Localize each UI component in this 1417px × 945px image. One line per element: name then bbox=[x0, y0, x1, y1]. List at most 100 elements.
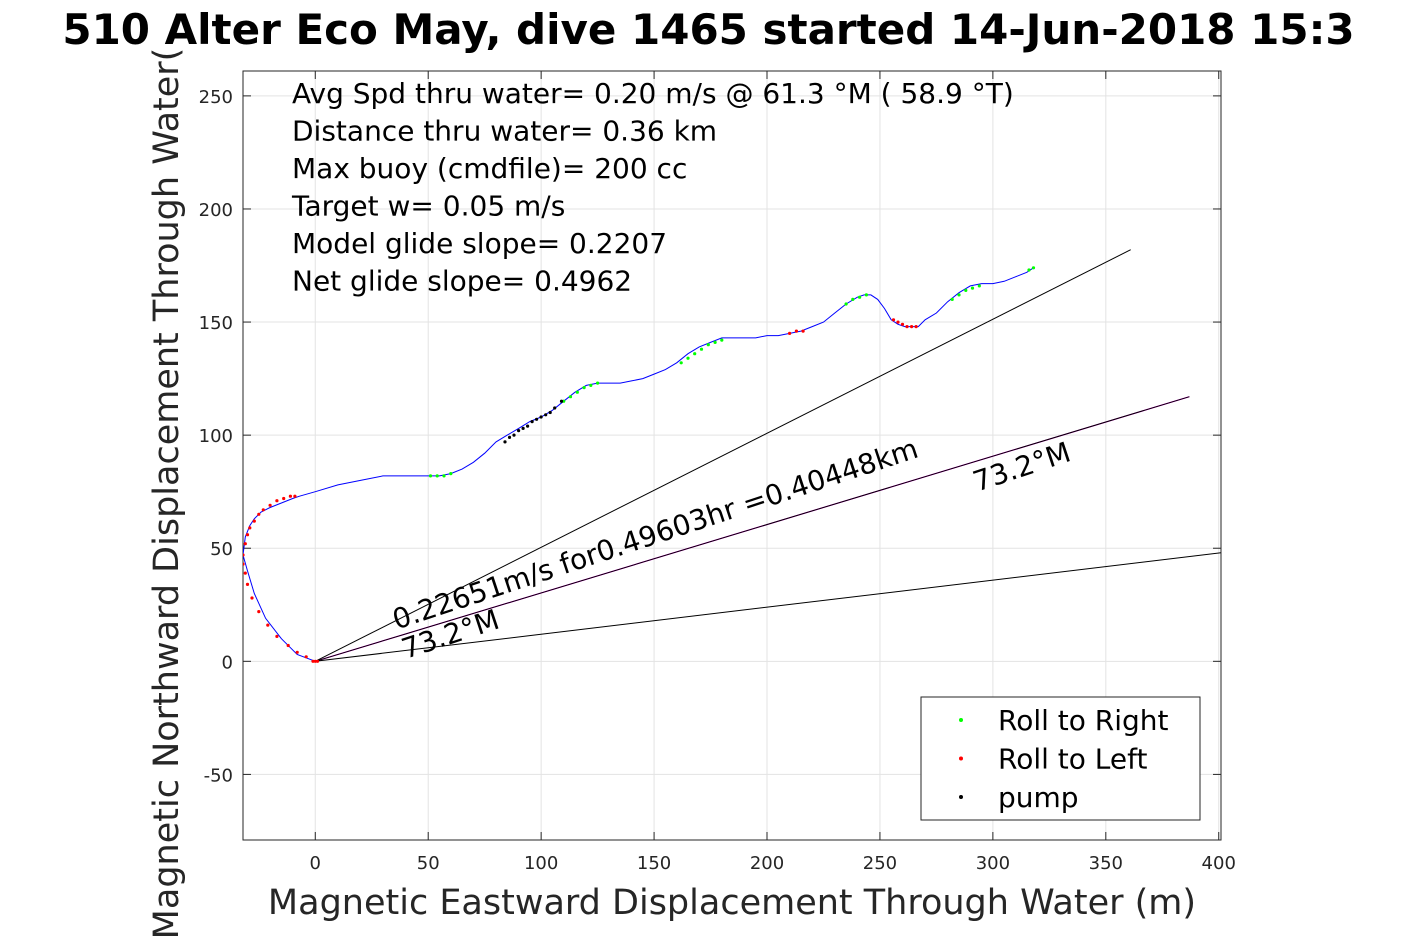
roll-to-right-point bbox=[950, 297, 954, 301]
roll-to-left-point bbox=[282, 496, 286, 501]
roll-to-right-point bbox=[844, 302, 848, 306]
roll-to-right-point bbox=[864, 293, 869, 297]
roll-to-left-point bbox=[252, 519, 256, 523]
roll-to-left-point bbox=[311, 659, 315, 663]
roll-to-right-point bbox=[720, 338, 724, 342]
roll-to-left-point bbox=[304, 655, 308, 659]
roll-to-left-point bbox=[896, 320, 900, 324]
roll-to-left-point bbox=[257, 610, 261, 614]
x-tick-label: 150 bbox=[637, 853, 671, 874]
legend: Roll to Right Roll to Left pump bbox=[920, 696, 1201, 821]
roll-to-right-point bbox=[442, 474, 446, 478]
roll-to-left-point bbox=[275, 499, 279, 503]
y-tick-label: 50 bbox=[210, 539, 233, 560]
pump-point bbox=[503, 440, 507, 444]
roll-to-right-point bbox=[582, 386, 586, 390]
roll-to-right-point bbox=[435, 474, 439, 478]
roll-to-left-point bbox=[243, 553, 245, 557]
legend-marker bbox=[959, 795, 963, 799]
x-tick-label: 0 bbox=[310, 853, 321, 874]
series-layer bbox=[243, 249, 1221, 663]
roll-to-left-point bbox=[900, 322, 905, 326]
pump-point bbox=[517, 429, 521, 433]
roll-to-left-point bbox=[243, 542, 247, 546]
pump-point bbox=[544, 413, 548, 417]
pump-point bbox=[553, 406, 557, 410]
x-tick-label: 100 bbox=[524, 853, 558, 874]
roll-to-left-point bbox=[313, 659, 317, 663]
roll-to-left-point bbox=[794, 329, 799, 333]
pump-point bbox=[512, 433, 516, 437]
roll-to-left-point bbox=[243, 562, 245, 566]
legend-box bbox=[920, 696, 1201, 821]
roll-to-right-point bbox=[596, 381, 600, 385]
roll-to-left-point bbox=[245, 582, 250, 587]
pump-point bbox=[548, 410, 552, 415]
info-line: Avg Spd thru water= 0.20 m/s @ 61.3 °M (… bbox=[292, 77, 1014, 110]
roll-to-left-point bbox=[293, 494, 297, 498]
x-tick-label: 250 bbox=[863, 853, 897, 874]
roll-to-left-point bbox=[295, 650, 299, 654]
roll-to-right-point bbox=[693, 352, 697, 356]
roll-to-right-point bbox=[699, 347, 704, 351]
roll-to-left-point bbox=[266, 623, 270, 627]
roll-to-left-point bbox=[315, 659, 320, 663]
roll-to-left-point bbox=[250, 596, 254, 600]
x-tick-label: 300 bbox=[976, 853, 1010, 874]
legend-label: pump bbox=[998, 781, 1079, 814]
roll-to-right-point bbox=[428, 474, 433, 478]
info-line: Distance thru water= 0.36 km bbox=[292, 115, 717, 148]
pump-point bbox=[530, 420, 534, 424]
glider-track-line bbox=[243, 267, 1034, 662]
reference-line bbox=[315, 396, 1190, 662]
annotation-layer: 0.22651m/s for0.49603hr =0.40448km 73.2°M… bbox=[388, 432, 1074, 666]
roll-to-right-point bbox=[970, 286, 975, 290]
x-tick-label: 50 bbox=[417, 853, 440, 874]
roll-to-right-point bbox=[706, 343, 710, 347]
x-tick-label: 200 bbox=[750, 853, 784, 874]
y-tick-label: 100 bbox=[199, 426, 233, 447]
roll-to-right-point bbox=[679, 361, 683, 365]
roll-to-left-point bbox=[261, 508, 265, 512]
legend-label: Roll to Left bbox=[998, 743, 1147, 776]
plot-frame bbox=[242, 70, 1222, 841]
roll-to-right-point bbox=[1031, 266, 1036, 270]
roll-to-left-point bbox=[801, 329, 805, 333]
roll-to-right-point bbox=[589, 383, 593, 387]
roll-to-left-point bbox=[257, 512, 261, 516]
x-axis-label: Magnetic Eastward Displacement Through W… bbox=[268, 883, 1196, 923]
roll-to-right-point bbox=[562, 399, 566, 403]
roll-to-left-point bbox=[275, 634, 279, 639]
reference-line bbox=[315, 249, 1131, 662]
pump-point bbox=[539, 415, 543, 419]
roll-to-left-point bbox=[288, 494, 292, 498]
roll-to-left-point bbox=[905, 325, 909, 329]
y-axis-label: Magnetic Northward Displacement Through … bbox=[147, 48, 187, 940]
axis-ticks: 0 50 100 150 200 250 300 350 400 -50 0 50 100 150 200 2… bbox=[199, 71, 1236, 874]
roll-to-right-point bbox=[851, 297, 855, 301]
roll-to-left-point bbox=[243, 571, 247, 575]
pump-point bbox=[521, 426, 525, 430]
rotated-annotation: 0.22651m/s for0.49603hr =0.40448km bbox=[388, 432, 922, 636]
y-tick-label: -50 bbox=[204, 765, 233, 786]
legend-label: Roll to Right bbox=[998, 704, 1169, 737]
roll-to-right-point bbox=[568, 395, 573, 399]
roll-to-right-point bbox=[858, 295, 862, 299]
info-line: Target w= 0.05 m/s bbox=[291, 190, 565, 223]
roll-to-right-point bbox=[977, 284, 981, 288]
roll-to-right-point bbox=[957, 293, 961, 297]
roll-to-left-point bbox=[910, 325, 914, 329]
roll-to-right-point bbox=[713, 340, 717, 344]
roll-to-right-point bbox=[575, 390, 579, 394]
info-line: Max buoy (cmdfile)= 200 cc bbox=[292, 152, 687, 185]
y-tick-label: 250 bbox=[199, 87, 233, 108]
roll-to-right-point bbox=[449, 472, 453, 476]
info-line: Model glide slope= 0.2207 bbox=[292, 227, 667, 260]
x-tick-label: 350 bbox=[1089, 853, 1123, 874]
legend-marker bbox=[959, 756, 963, 761]
reference-line bbox=[315, 552, 1221, 662]
pump-point bbox=[526, 424, 530, 428]
y-tick-label: 150 bbox=[199, 313, 233, 334]
y-tick-label: 200 bbox=[199, 200, 233, 221]
